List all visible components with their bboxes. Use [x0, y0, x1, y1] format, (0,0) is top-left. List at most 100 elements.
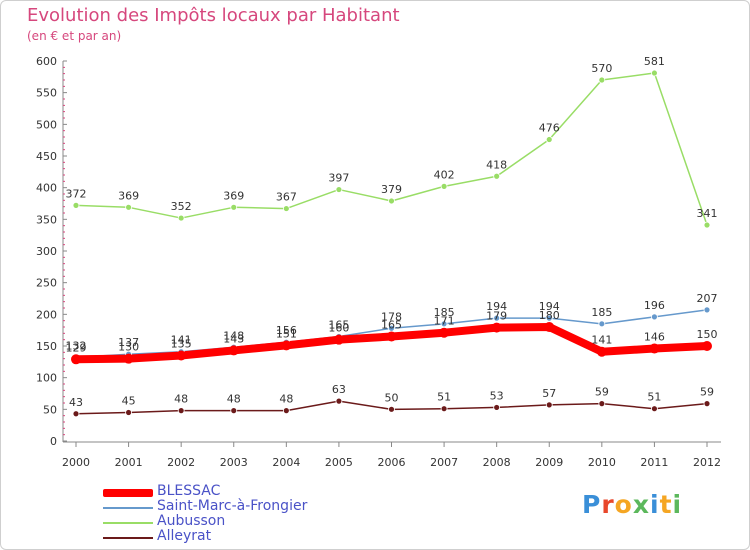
x-tick-label: 2003 — [220, 456, 248, 469]
logo-letter: t — [659, 490, 673, 519]
data-label-aubusson: 476 — [539, 122, 560, 135]
data-point-blessac — [596, 346, 607, 357]
legend-label-alleyrat: Alleyrat — [157, 528, 212, 544]
logo-letter: i — [650, 490, 660, 519]
data-label-alleyrat: 53 — [490, 389, 504, 402]
data-point-alleyrat — [177, 407, 185, 415]
data-label-saint-marc-frongier: 141 — [171, 334, 192, 347]
data-point-aubusson — [703, 221, 711, 229]
x-tick-label: 2001 — [115, 456, 143, 469]
data-point-blessac — [71, 354, 81, 365]
data-label-aubusson: 402 — [434, 168, 455, 181]
y-tick-label: 350 — [36, 213, 57, 226]
data-point-alleyrat — [703, 400, 711, 408]
x-tick-label: 2008 — [483, 456, 511, 469]
data-point-blessac — [702, 341, 712, 351]
data-point-alleyrat — [545, 401, 553, 409]
data-point-blessac — [228, 345, 239, 356]
logo-letter: o — [614, 490, 633, 519]
chart-subtitle: (en € et par an) — [27, 29, 122, 43]
data-label-saint-marc-frongier: 207 — [697, 292, 718, 305]
legend-swatch-alleyrat — [103, 537, 153, 539]
data-point-aubusson — [177, 214, 185, 222]
data-point-aubusson — [230, 203, 238, 211]
logo-letter: i — [672, 490, 683, 519]
logo-letter: P — [582, 490, 602, 519]
data-point-alleyrat — [335, 397, 343, 405]
data-point-aubusson — [388, 197, 395, 205]
data-point-blessac — [491, 322, 502, 333]
data-label-saint-marc-frongier: 165 — [328, 319, 349, 332]
y-tick-label: 450 — [36, 150, 57, 163]
y-tick-label: 100 — [36, 372, 57, 385]
data-point-blessac — [333, 334, 344, 345]
data-label-alleyrat: 63 — [332, 383, 346, 396]
data-point-aubusson — [335, 186, 343, 193]
data-label-alleyrat: 51 — [437, 391, 451, 404]
legend-label-aubusson: Aubusson — [157, 513, 226, 529]
data-label-saint-marc-frongier: 148 — [223, 329, 244, 342]
data-point-saint-marc-frongier — [388, 324, 395, 332]
data-label-blessac: 130 — [118, 341, 139, 354]
data-point-alleyrat — [493, 404, 501, 411]
x-tick-label: 2002 — [167, 456, 195, 469]
data-label-aubusson: 418 — [486, 158, 507, 171]
x-tick-label: 2012 — [693, 456, 721, 469]
data-label-blessac: 135 — [171, 338, 192, 351]
data-point-blessac — [176, 350, 187, 361]
logo-letter: r — [601, 490, 615, 519]
data-label-alleyrat: 48 — [227, 393, 241, 406]
data-point-alleyrat — [598, 400, 606, 408]
data-label-aubusson: 570 — [591, 62, 612, 75]
proxiti-logo: Proxiti — [582, 490, 682, 519]
data-label-alleyrat: 59 — [595, 386, 609, 399]
data-point-alleyrat — [125, 409, 132, 416]
data-label-blessac: 180 — [539, 309, 560, 322]
data-label-saint-marc-frongier: 185 — [591, 306, 612, 319]
data-point-alleyrat — [282, 407, 290, 415]
data-point-aubusson — [125, 203, 132, 211]
x-tick-label: 2005 — [325, 456, 353, 469]
y-tick-label: 50 — [43, 403, 57, 416]
data-point-alleyrat — [230, 407, 238, 415]
x-tick-label: 2006 — [378, 456, 406, 469]
data-label-aubusson: 352 — [171, 200, 192, 213]
data-label-blessac: 146 — [644, 331, 665, 344]
data-label-saint-marc-frongier: 185 — [434, 306, 455, 319]
data-point-alleyrat — [72, 410, 80, 418]
y-tick-label: 500 — [36, 118, 57, 131]
data-label-aubusson: 369 — [223, 189, 244, 202]
data-point-blessac — [281, 340, 292, 351]
data-point-aubusson — [72, 201, 80, 209]
chart-title: Evolution des Impôts locaux par Habitant — [27, 5, 400, 26]
data-label-alleyrat: 51 — [647, 391, 661, 404]
legend-swatch-saint-marc — [103, 507, 153, 509]
data-point-blessac — [439, 327, 450, 338]
legend-swatch-blessac — [103, 489, 153, 497]
legend-label-blessac: BLESSAC — [157, 483, 221, 499]
data-label-blessac: 165 — [381, 319, 402, 332]
data-point-aubusson — [545, 136, 553, 143]
y-tick-label: 300 — [36, 245, 57, 258]
data-label-alleyrat: 48 — [174, 393, 188, 406]
data-point-blessac — [544, 322, 555, 332]
data-point-saint-marc-frongier — [493, 314, 501, 322]
data-label-aubusson: 379 — [381, 183, 402, 196]
data-label-alleyrat: 48 — [279, 393, 293, 406]
y-tick-label: 200 — [36, 308, 57, 321]
data-label-blessac: 150 — [697, 328, 718, 341]
data-label-aubusson: 367 — [276, 191, 297, 204]
data-label-saint-marc-frongier: 137 — [118, 336, 139, 349]
y-tick-label: 400 — [36, 182, 57, 195]
data-label-alleyrat: 45 — [122, 395, 136, 408]
data-point-aubusson — [440, 182, 448, 190]
data-label-blessac: 171 — [434, 315, 455, 328]
x-tick-label: 2010 — [588, 456, 616, 469]
data-label-alleyrat: 43 — [69, 396, 83, 409]
data-point-alleyrat — [651, 405, 658, 413]
y-tick-label: 150 — [36, 340, 57, 353]
data-label-saint-marc-frongier: 132 — [66, 339, 87, 352]
data-label-saint-marc-frongier: 196 — [644, 299, 665, 312]
